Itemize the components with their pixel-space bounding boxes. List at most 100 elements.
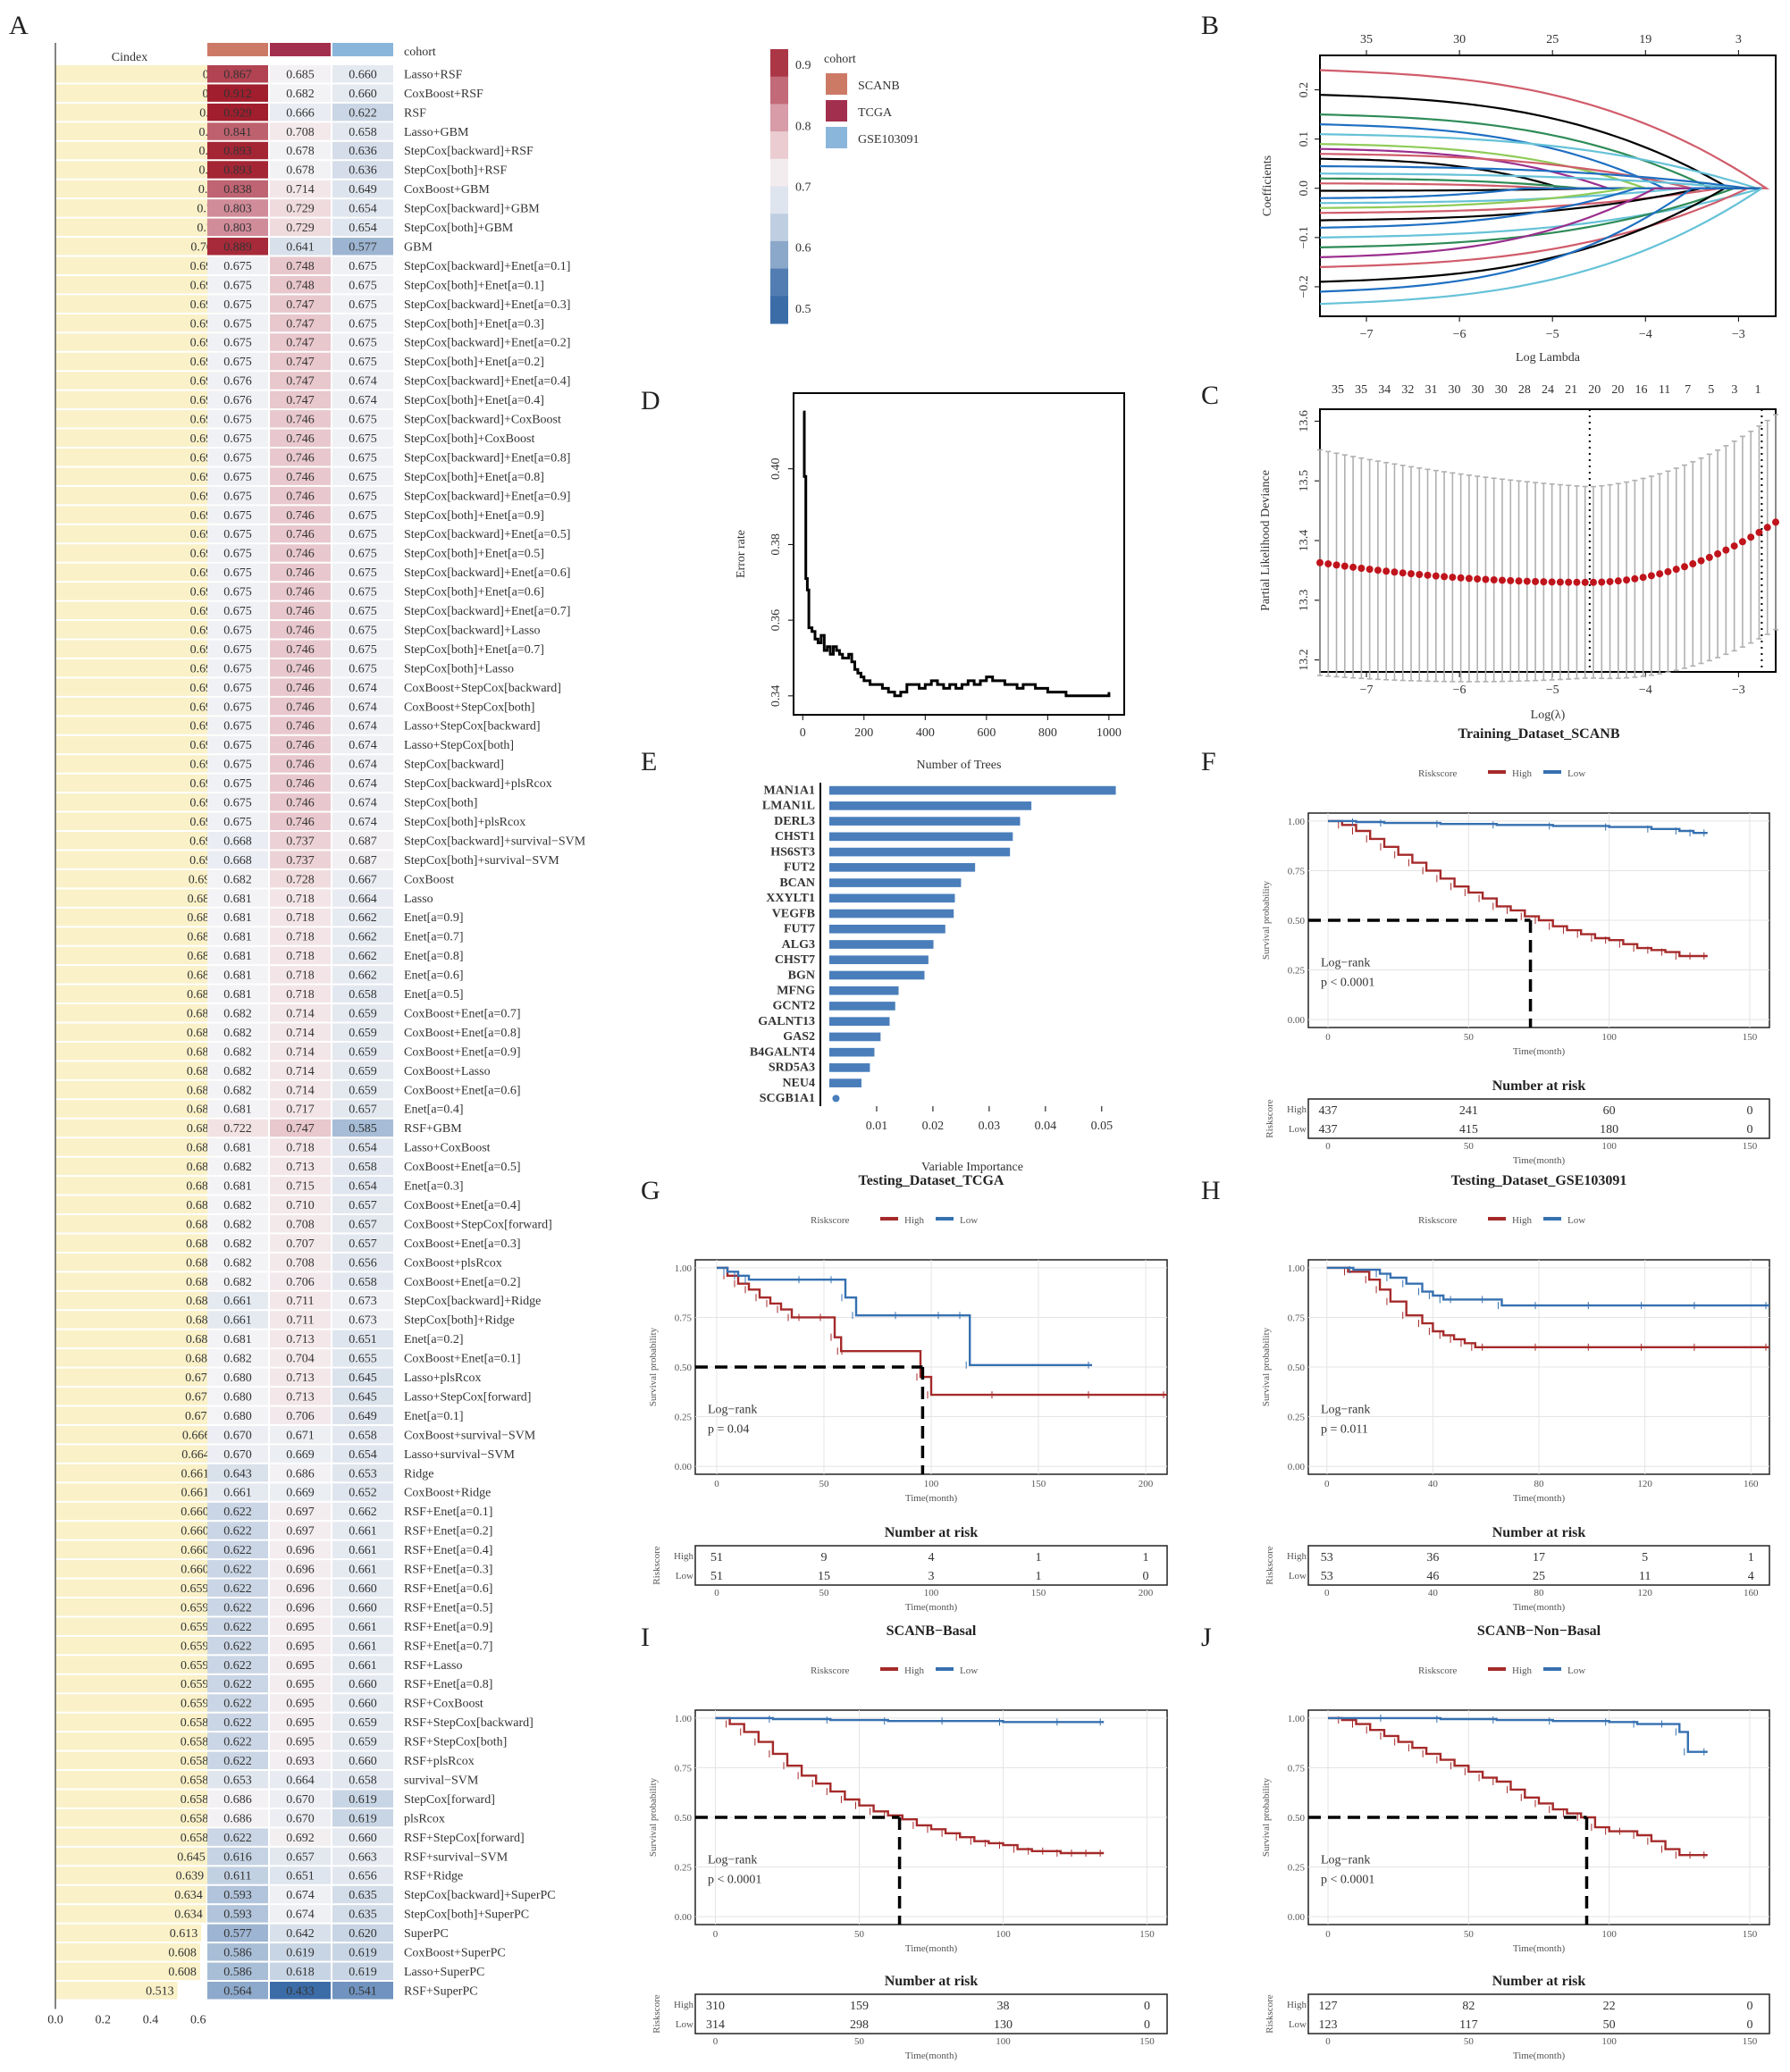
heatmap-cell-value: 0.676 xyxy=(223,375,252,389)
panelH-risk-x-tick: 160 xyxy=(1744,1588,1759,1598)
heatmap-cell-value: 0.675 xyxy=(349,451,377,465)
b-top-tick: 19 xyxy=(1639,33,1651,46)
heatmap-cell xyxy=(332,717,393,734)
cindex-bar xyxy=(55,1924,202,1942)
cindex-bar xyxy=(55,1445,214,1463)
cindex-bar xyxy=(55,1291,218,1310)
model-label: StepCox[both]+Enet[a=0.9] xyxy=(404,509,544,523)
model-label: StepCox[backward] xyxy=(404,759,504,772)
e-importance-bar xyxy=(829,924,945,934)
b-x-tick: −6 xyxy=(1453,328,1466,341)
panelF-risk-high: 241 xyxy=(1459,1104,1478,1118)
e-importance-bar xyxy=(829,878,962,887)
panelF-risk-low: 437 xyxy=(1319,1123,1338,1137)
panelH-risk-low: 4 xyxy=(1748,1570,1754,1583)
heatmap-cell-value: 0.678 xyxy=(286,164,315,178)
heatmap-cell xyxy=(332,1119,393,1137)
d-y-tick: 0.40 xyxy=(769,457,783,480)
model-label: Enet[a=0.8] xyxy=(404,950,464,963)
heatmap-cell xyxy=(207,256,268,274)
heatmap-cell xyxy=(270,1445,331,1463)
heatmap-cell-value: 0.692 xyxy=(286,1832,315,1845)
heatmap-cell xyxy=(270,1100,331,1118)
heatmap-cell xyxy=(270,429,331,447)
panel-label-j: J xyxy=(1201,1623,1212,1652)
heatmap-cell xyxy=(207,889,268,907)
c-point xyxy=(1523,577,1531,585)
model-label: RSF+survival−SVM xyxy=(404,1850,508,1864)
panelF-legend-low: Low xyxy=(1567,768,1585,779)
heatmap-cell xyxy=(270,486,331,505)
cindex-tick: 0.2 xyxy=(96,2013,112,2026)
heatmap-cell xyxy=(332,1138,393,1156)
panelH-risk-x-tick: 80 xyxy=(1534,1588,1545,1598)
heatmap-cell xyxy=(332,659,393,677)
heatmap-cell-value: 0.663 xyxy=(349,1850,377,1864)
panelI-risk-x-label: Time(month) xyxy=(905,2051,958,2061)
c-top-tick: 35 xyxy=(1355,383,1367,397)
panelJ-risk-x-tick: 100 xyxy=(1601,2036,1617,2047)
b-y-tick: 0.2 xyxy=(1298,82,1311,98)
model-label: Enet[a=0.4] xyxy=(404,1103,464,1117)
d-x-tick: 200 xyxy=(854,726,873,740)
e-gene-label: HS6ST3 xyxy=(770,845,815,859)
heatmap-cell-value: 0.675 xyxy=(223,471,252,484)
heatmap-cell xyxy=(207,1636,268,1655)
heatmap-cell-value: 0.681 xyxy=(223,1103,252,1117)
c-top-tick: 7 xyxy=(1685,383,1691,397)
model-label: RSF+plsRcox xyxy=(404,1755,475,1768)
heatmap-cell xyxy=(332,1406,393,1424)
model-label: CoxBoost+Ridge xyxy=(404,1487,491,1500)
heatmap-cell xyxy=(270,103,331,122)
heatmap-cell xyxy=(332,1982,393,2000)
e-x-tick: 0.02 xyxy=(922,1120,945,1133)
cindex-bar xyxy=(55,927,219,945)
cindex-bar xyxy=(55,295,223,313)
heatmap-cell-value: 0.675 xyxy=(223,700,252,714)
heatmap-cell xyxy=(207,1540,268,1559)
heatmap-cell xyxy=(332,1751,393,1770)
heatmap-cell-value: 0.706 xyxy=(286,1276,315,1289)
heatmap-cell-value: 0.681 xyxy=(223,893,252,906)
heatmap-cell-value: 0.660 xyxy=(349,1698,377,1711)
panelI-y-tick: 0.50 xyxy=(675,1813,693,1824)
heatmap-cell xyxy=(270,755,331,773)
heatmap-cell-value: 0.746 xyxy=(286,662,315,675)
e-importance-bar xyxy=(829,785,1116,795)
heatmap-cell-value: 0.655 xyxy=(349,1353,377,1366)
heatmap-cell-value: 0.718 xyxy=(286,988,315,1002)
heatmap-cell xyxy=(207,544,268,562)
b-y-tick: −0.1 xyxy=(1298,226,1311,248)
heatmap-cell xyxy=(332,851,393,868)
cindex-tick: 0.4 xyxy=(143,2013,159,2026)
cindex-value: 0.660 xyxy=(181,1544,209,1557)
panelF-y-tick: 0.00 xyxy=(1288,1015,1306,1026)
heatmap-cell-value: 0.675 xyxy=(223,643,252,657)
c-point xyxy=(1614,577,1622,585)
heatmap-cell-value: 0.664 xyxy=(286,1774,315,1787)
heatmap-cell-value: 0.586 xyxy=(223,1947,252,1960)
e-gene-label: NEU4 xyxy=(782,1077,815,1090)
c-point xyxy=(1441,573,1449,581)
e-gene-label: BGN xyxy=(788,969,815,982)
model-label: StepCox[both]+GBM xyxy=(404,222,514,235)
heatmap-cell-value: 0.696 xyxy=(286,1582,315,1596)
heatmap-cell-value: 0.622 xyxy=(223,1621,252,1634)
heatmap-cell xyxy=(207,1560,268,1578)
heatmap-cell-value: 0.674 xyxy=(349,682,377,695)
heatmap-cell xyxy=(270,238,331,256)
model-label: CoxBoost+GBM xyxy=(404,183,490,197)
heatmap-cell-value: 0.680 xyxy=(223,1390,252,1404)
panelJ-risk-ylabel: Riskscore xyxy=(1265,1994,1275,2034)
heatmap-cell xyxy=(270,889,331,907)
heatmap-cell-value: 0.718 xyxy=(286,950,315,963)
model-label: RSF+StepCox[both] xyxy=(404,1736,507,1749)
cindex-value: 0.608 xyxy=(168,1966,197,1979)
model-label: CoxBoost+Enet[a=0.8] xyxy=(404,1027,521,1040)
panelG-risk-x-tick: 100 xyxy=(924,1588,939,1598)
heatmap-cell-value: 0.675 xyxy=(223,566,252,580)
d-y-tick: 0.38 xyxy=(769,533,783,556)
c-point xyxy=(1316,558,1324,566)
panelF-risk-high: 60 xyxy=(1603,1104,1616,1118)
heatmap-cell xyxy=(207,697,268,716)
